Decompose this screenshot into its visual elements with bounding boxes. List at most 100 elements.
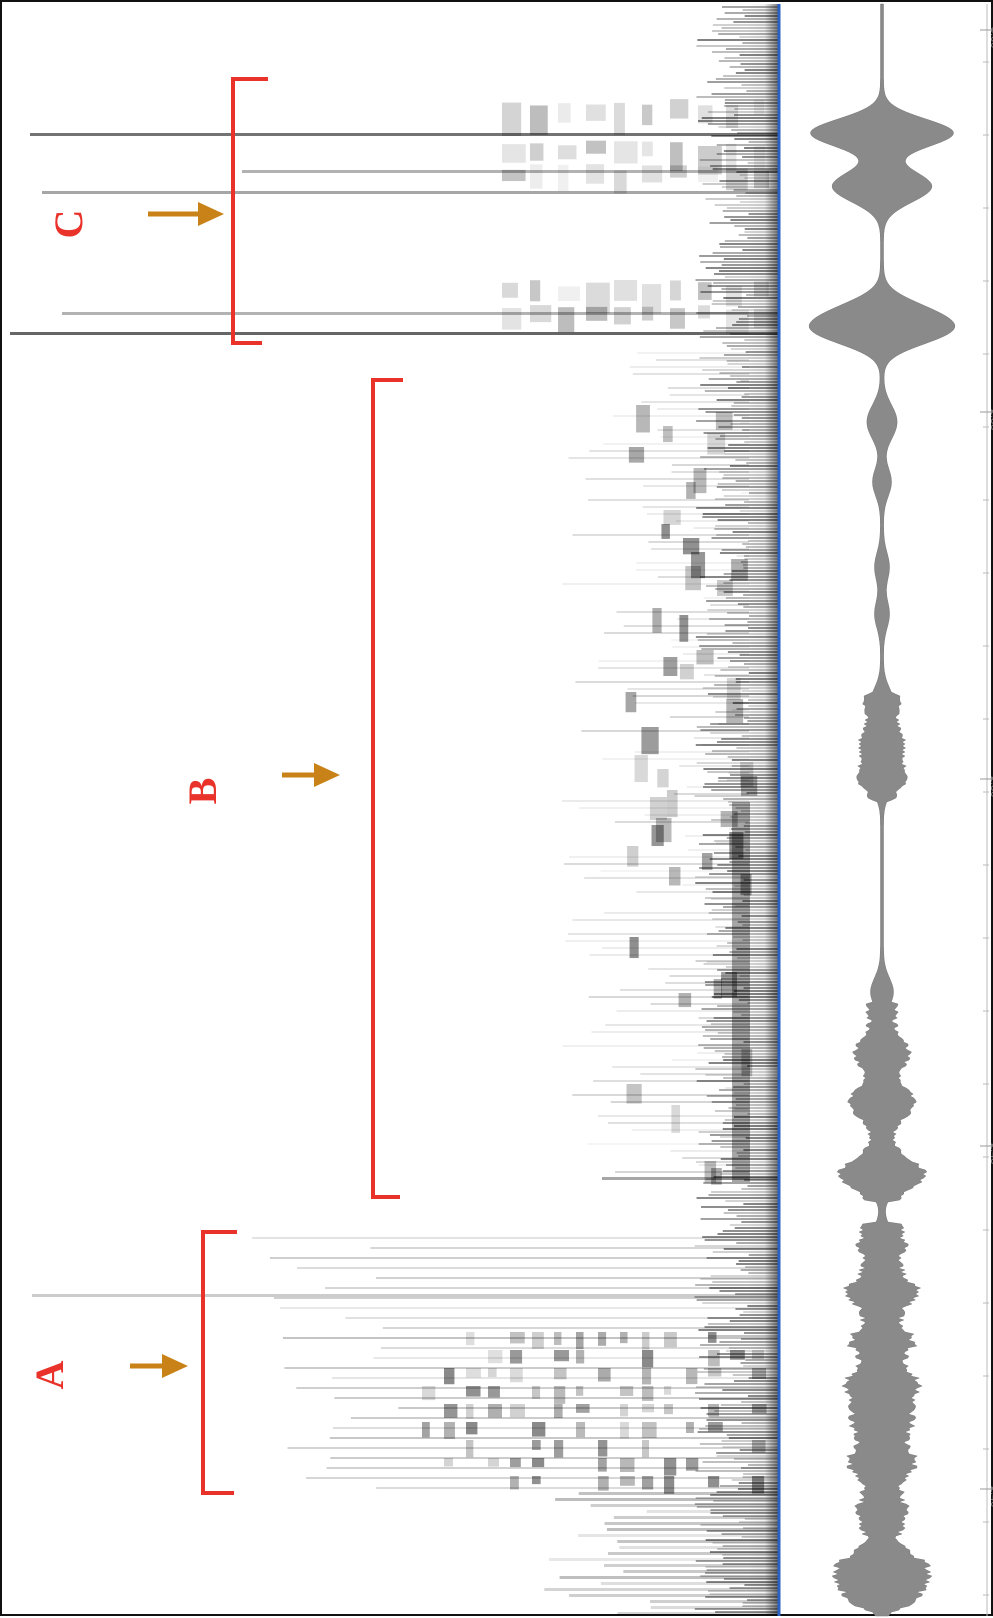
spectro-bin <box>559 1576 779 1579</box>
spectro-bin <box>598 1332 607 1346</box>
spectro-low-band <box>747 4 779 1616</box>
spectro-bin <box>696 650 714 665</box>
spectro-bin <box>670 165 687 178</box>
spectro-bin <box>729 832 744 859</box>
spectro-bin <box>728 801 779 803</box>
spectro-bin <box>649 797 667 821</box>
spectro-bin <box>530 164 543 189</box>
spectro-bin <box>701 744 749 746</box>
spectro-bin <box>726 104 739 129</box>
time-tick-label: 2:40 <box>988 1486 993 1507</box>
spectro-bin <box>661 524 670 539</box>
spectro-bin <box>663 510 681 525</box>
spectro-bin <box>706 1419 779 1421</box>
spectro-bin <box>695 960 779 962</box>
spectro-bin <box>604 1564 779 1567</box>
spectro-bin <box>718 60 779 62</box>
spectro-bin <box>732 531 779 533</box>
spectro-bin <box>398 1407 779 1409</box>
spectro-bin <box>549 1558 779 1561</box>
spectro-bin <box>745 1266 779 1268</box>
spectro-bin <box>532 1332 544 1349</box>
spectro-bin <box>700 261 779 263</box>
spectro-bin <box>370 1247 779 1249</box>
spectro-bin <box>614 170 627 194</box>
spectro-bin <box>748 141 779 143</box>
spectro-bin <box>603 443 749 445</box>
spectro-bin <box>726 168 748 191</box>
spectro-bin <box>729 1320 779 1322</box>
spectro-bin <box>306 1477 779 1479</box>
spectro-bin <box>642 104 653 126</box>
spectro-bin <box>610 1101 749 1103</box>
spectro-bin <box>743 825 779 827</box>
spectro-bin <box>748 699 779 701</box>
spectro-bin <box>686 1368 698 1385</box>
spectro-bin <box>642 284 662 314</box>
spectro-bin <box>607 1122 749 1124</box>
spectro-bin <box>696 726 779 728</box>
spectro-bin <box>747 621 779 623</box>
spectro-bin <box>715 842 749 844</box>
spectro-bin <box>576 1386 584 1396</box>
spectro-bin <box>716 18 779 20</box>
spectro-bin <box>604 632 749 634</box>
spectro-bin <box>723 258 779 260</box>
spectro-bin <box>554 1404 563 1419</box>
spectro-bin <box>747 162 779 164</box>
spectro-bin <box>699 255 779 257</box>
spectro-bin <box>705 1074 779 1076</box>
spectro-bin <box>702 1302 779 1304</box>
spectro-bin <box>642 1476 654 1490</box>
spectro-bin <box>745 546 779 548</box>
bracket-c <box>231 77 268 345</box>
spectro-bin <box>663 657 678 677</box>
spectro-bin <box>700 1278 779 1280</box>
time-tick-label: 3:00 <box>988 27 993 48</box>
spectro-bin <box>733 402 779 404</box>
spectro-bin <box>715 438 779 440</box>
spectro-bin <box>715 1611 779 1613</box>
spectro-bin <box>725 966 779 968</box>
spectro-bin <box>612 1066 749 1068</box>
spectro-bin <box>717 1233 779 1235</box>
spectro-bin <box>747 1599 779 1601</box>
spectro-bin <box>725 1350 779 1352</box>
spectro-bin <box>712 51 779 53</box>
spectro-bin <box>729 861 779 863</box>
spectro-bin <box>723 297 779 299</box>
spectro-bin <box>269 1257 779 1259</box>
spectro-bin <box>742 429 779 431</box>
spectro-bin <box>744 228 779 230</box>
spectro-bin <box>743 663 779 665</box>
spectro-bin <box>731 570 779 572</box>
spectro-bin <box>705 984 779 986</box>
spectro-bin <box>502 308 522 330</box>
spectro-bin <box>743 894 779 896</box>
spectro-bin <box>685 566 701 591</box>
spectro-bin <box>743 1041 779 1043</box>
spectro-bin <box>708 1350 720 1367</box>
spectro-bin <box>719 1485 779 1487</box>
spectro-bin <box>488 1458 500 1467</box>
spectro-bin <box>734 138 779 140</box>
spectro-bin <box>632 373 749 375</box>
label-c: C <box>46 210 91 239</box>
spectro-bin <box>679 765 749 767</box>
spectro-bin <box>744 231 779 233</box>
spectro-bin <box>607 1552 779 1555</box>
spectro-bin <box>532 1422 546 1437</box>
spectro-bin <box>642 306 654 321</box>
spectro-bin <box>723 591 779 593</box>
spectro-bin <box>732 642 779 644</box>
spectro-bin <box>684 835 749 837</box>
spectro-bin <box>488 1368 497 1378</box>
spectro-bin <box>741 1049 753 1077</box>
spectro-bin <box>736 948 779 950</box>
spectro-bin <box>700 1524 779 1526</box>
spectro-bin <box>712 168 779 170</box>
spectro-bin <box>586 104 606 121</box>
spectro-bin <box>466 1440 474 1458</box>
spectro-bin <box>724 453 779 455</box>
spectro-bin <box>613 1516 779 1519</box>
